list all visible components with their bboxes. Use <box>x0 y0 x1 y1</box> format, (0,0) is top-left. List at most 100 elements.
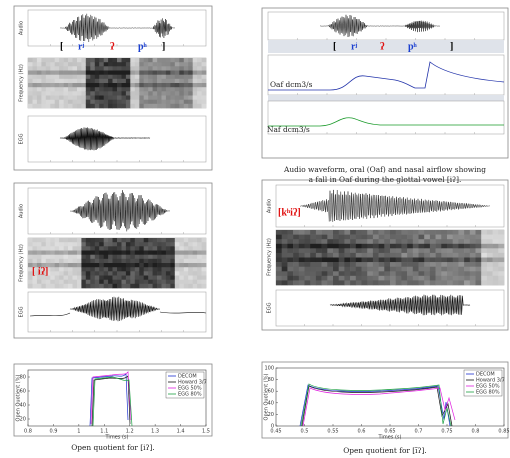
spectrogram-cell <box>304 266 311 272</box>
spectrogram-cell <box>293 234 300 240</box>
spectrogram-cell <box>418 275 425 281</box>
spectrogram-cell <box>161 271 167 276</box>
spectrogram-cell <box>355 280 362 286</box>
spectrogram-cell <box>161 283 167 289</box>
spectrogram-cell <box>85 62 91 67</box>
waveform <box>69 190 171 232</box>
spectrogram-cell <box>125 279 131 285</box>
spectrogram-cell <box>63 258 69 264</box>
caption: Open quotient for [iʔ]. <box>71 443 155 452</box>
spectrogram-cell <box>94 70 100 75</box>
spectrogram-cell <box>32 246 38 251</box>
spectrogram-cell <box>361 266 368 272</box>
spectrogram-cell <box>310 271 317 277</box>
spectrogram-cell <box>464 257 471 263</box>
spectrogram-cell <box>77 103 82 109</box>
spectrogram-cell <box>361 239 368 245</box>
spectrogram-cell <box>344 280 351 286</box>
spectrogram-cell <box>72 70 78 75</box>
x-axis-label: Times (s) <box>378 435 402 441</box>
spectrogram-cell <box>293 257 300 263</box>
spectrogram-cell <box>372 275 379 281</box>
spectrogram-cell <box>77 70 82 75</box>
spectrogram-cell <box>157 267 162 272</box>
transcription: rʲ <box>78 41 84 52</box>
spectrogram-cell <box>372 280 379 286</box>
spectrogram-cell <box>148 238 153 243</box>
spectrogram-cell <box>188 74 193 80</box>
spectrogram-cell <box>174 250 180 255</box>
spectrogram-cell <box>179 279 185 285</box>
spectrogram-cell <box>77 263 82 268</box>
spectrogram-cell <box>165 250 171 255</box>
spectrogram-cell <box>367 257 374 263</box>
spectrogram-cell <box>36 66 42 71</box>
spectrogram-cell <box>395 230 402 235</box>
spectrogram-cell <box>32 254 38 260</box>
spectrogram-cell <box>170 87 176 92</box>
spectrogram-cell <box>183 62 189 67</box>
spectrogram-cell <box>50 258 56 264</box>
spectrogram-cell <box>81 66 87 71</box>
spectrogram-cell <box>68 263 73 268</box>
spectrogram-cell <box>201 267 207 272</box>
spectrogram-cell <box>197 95 202 100</box>
spectrogram-cell <box>452 257 459 263</box>
spectrogram-cell <box>179 283 185 289</box>
spectrogram-cell <box>310 280 317 286</box>
spectrogram-cell <box>486 262 493 267</box>
spectrogram-cell <box>321 262 328 267</box>
spectrogram-cell <box>130 66 136 71</box>
spectrogram-cell <box>372 266 379 272</box>
spectrogram-cell <box>134 62 140 67</box>
spectrogram-cell <box>125 78 131 84</box>
spectrogram-cell <box>183 83 189 88</box>
spectrogram-cell <box>94 103 100 109</box>
spectrogram-cell <box>492 266 499 272</box>
spectrogram-cell <box>475 248 482 254</box>
spectrogram-cell <box>378 243 385 249</box>
spectrogram-cell <box>50 275 56 280</box>
spectrogram-cell <box>161 246 167 251</box>
spectrogram-cell <box>63 74 69 80</box>
spectrogram-cell <box>108 62 113 67</box>
spectrogram-cell <box>139 87 145 92</box>
spectrogram-cell <box>121 103 127 109</box>
spectrogram-cell <box>161 254 167 260</box>
spectrogram-cell <box>59 70 64 75</box>
spectrogram-cell <box>130 254 136 260</box>
spectrogram-cell <box>28 99 33 105</box>
spectrogram-cell <box>165 238 171 243</box>
spectrogram-cell <box>355 239 362 245</box>
spectrogram-cell <box>32 275 38 280</box>
spectrogram-cell <box>152 83 158 88</box>
spectrogram-cell <box>188 275 193 280</box>
spectrogram-cell <box>143 58 149 63</box>
spectrogram-cell <box>85 99 91 105</box>
spectrogram-cell <box>452 280 459 286</box>
spectrogram-cell <box>121 238 127 243</box>
oaf-label: Oaf dcm3/s <box>270 80 313 89</box>
spectrogram-cell <box>59 103 64 109</box>
spectrogram-cell <box>174 254 180 260</box>
legend-entry: DECOM <box>178 374 197 380</box>
spectrogram-cell <box>165 258 171 264</box>
spectrogram-cell <box>54 66 60 71</box>
spectrogram-cell <box>344 248 351 254</box>
spectrogram-cell <box>183 258 189 264</box>
egg-curve <box>29 312 71 317</box>
spectrogram-cell <box>441 230 448 235</box>
spectrogram-cell <box>481 230 488 235</box>
spectrogram-cell <box>390 257 396 263</box>
spectrogram-cell <box>197 275 202 280</box>
spectrogram-cell <box>378 266 385 272</box>
spectrogram-cell <box>72 91 78 96</box>
spectrogram-cell <box>170 279 176 285</box>
spectrogram-cell <box>304 243 311 249</box>
spectrogram-cell <box>81 83 87 88</box>
spectrogram-cell <box>390 239 396 245</box>
spectrogram-cell <box>85 78 91 84</box>
spectrogram-cell <box>197 238 202 243</box>
spectrogram-cell <box>103 283 109 289</box>
spectrogram-cell <box>321 234 328 240</box>
